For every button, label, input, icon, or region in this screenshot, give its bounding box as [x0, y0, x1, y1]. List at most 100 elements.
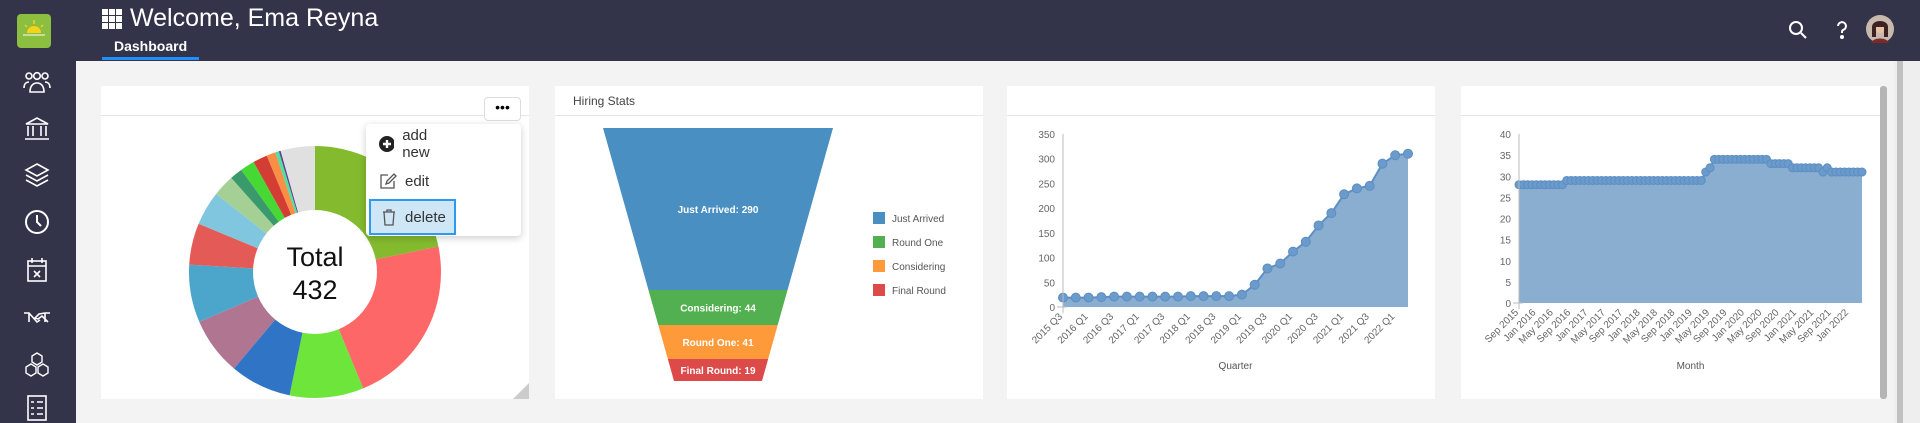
resize-handle[interactable]: [513, 383, 529, 399]
y-tick-label: 20: [1500, 215, 1512, 226]
legend-label: Considering: [892, 262, 945, 273]
quarterly-chart-card: 0 50 100 150 200 250 300 350 2015 Q3 2016 Q1 2016 …: [1007, 86, 1435, 399]
more-options-button[interactable]: •••: [484, 97, 521, 121]
legend-label: Final Round: [892, 286, 946, 297]
clock-icon[interactable]: [22, 207, 52, 237]
funnel-label: Round One: 41: [682, 338, 754, 349]
card-scrollbar[interactable]: [1880, 86, 1887, 399]
x-axis-title: Quarter: [1219, 361, 1254, 372]
data-point: [1134, 291, 1145, 302]
data-point: [1262, 263, 1273, 274]
tab-dashboard[interactable]: Dashboard: [102, 38, 200, 60]
search-icon[interactable]: [1786, 18, 1810, 42]
options-menu: add new edit delete: [366, 124, 521, 236]
top-header: Welcome, Ema Reyna Dashboard: [76, 0, 1920, 61]
y-tick-label: 10: [1500, 257, 1512, 268]
data-point: [1249, 279, 1260, 290]
y-tick-label: 300: [1038, 155, 1055, 166]
y-tick-label: 0: [1049, 303, 1055, 314]
y-tick-label: 0: [1505, 299, 1511, 310]
data-point: [1364, 180, 1375, 191]
donut-slice: [289, 272, 364, 398]
data-point: [1160, 291, 1171, 302]
data-point: [1185, 291, 1196, 302]
funnel-segment: [603, 128, 833, 290]
legend-swatch: [873, 212, 885, 224]
data-point: [1313, 220, 1324, 231]
data-point: [1083, 292, 1094, 303]
data-point: [1288, 246, 1298, 257]
calendar-x-icon[interactable]: [22, 255, 52, 285]
funnel-label: Final Round: 19: [681, 366, 756, 377]
layers-icon[interactable]: [22, 160, 52, 190]
data-point: [1198, 291, 1209, 302]
data-point: [1236, 289, 1247, 300]
data-point: [1857, 167, 1867, 177]
y-tick-label: 50: [1044, 278, 1056, 289]
card-header: [101, 86, 529, 116]
funnel-segment: [667, 359, 769, 381]
cubes-icon[interactable]: [22, 350, 52, 380]
handshake-icon[interactable]: [22, 303, 52, 333]
scrollbar-thumb[interactable]: [1897, 61, 1903, 423]
menu-item-label: add new: [402, 127, 430, 161]
welcome-text: Welcome, Ema Reyna: [130, 4, 379, 32]
data-point: [1173, 291, 1183, 302]
edit-icon: [380, 173, 397, 189]
checklist-icon[interactable]: [22, 393, 52, 423]
legend-swatch: [873, 236, 885, 248]
help-icon[interactable]: [1830, 18, 1854, 42]
funnel-segment: [648, 290, 788, 325]
area-line: [1063, 152, 1409, 299]
sidebar: [0, 0, 76, 423]
data-point: [1121, 291, 1132, 302]
data-point: [1224, 291, 1235, 302]
card-title: Hiring Stats: [555, 86, 983, 116]
legend-label: Just Arrived: [892, 214, 944, 225]
menu-item-edit[interactable]: edit: [369, 163, 456, 199]
y-tick-label: 30: [1500, 172, 1512, 183]
data-point: [1147, 291, 1158, 302]
data-point: [1705, 163, 1715, 173]
y-tick-label: 350: [1038, 130, 1055, 141]
data-point: [1096, 292, 1107, 303]
y-tick-label: 25: [1500, 193, 1512, 204]
legend-label: Round One: [892, 238, 944, 249]
apps-grid-icon[interactable]: [102, 8, 122, 29]
y-tick-label: 200: [1038, 204, 1055, 215]
funnel-label: Considering: 44: [680, 304, 756, 315]
y-tick-label: 40: [1500, 130, 1512, 141]
menu-item-delete[interactable]: delete: [369, 199, 456, 235]
data-point: [1070, 292, 1081, 303]
page-title: Welcome, Ema Reyna: [102, 4, 378, 33]
y-tick-label: 35: [1500, 151, 1512, 162]
plus-circle-icon: [379, 136, 395, 152]
data-point: [1390, 150, 1401, 161]
y-tick-label: 100: [1038, 254, 1055, 265]
data-point: [1326, 208, 1337, 219]
funnel-label: Just Arrived: 290: [678, 205, 759, 216]
bank-icon[interactable]: [22, 114, 52, 144]
hiring-stats-card: Hiring Stats Just Arrived: 290 Considerin…: [555, 86, 983, 399]
donut-center-label: Total: [286, 242, 343, 272]
data-point: [1300, 236, 1311, 247]
y-tick-label: 15: [1500, 236, 1512, 247]
menu-item-add-new[interactable]: add new: [369, 126, 456, 162]
card-header: [1461, 86, 1880, 116]
data-point: [1403, 148, 1413, 159]
legend-swatch: [873, 284, 885, 296]
page-scrollbar[interactable]: [1894, 61, 1920, 423]
menu-item-label: delete: [405, 208, 446, 226]
trash-icon: [383, 209, 395, 226]
menu-item-label: edit: [405, 172, 430, 190]
x-axis-title: Month: [1677, 361, 1705, 372]
y-tick-label: 250: [1038, 179, 1055, 190]
y-tick-label: 150: [1038, 229, 1055, 240]
data-point: [1211, 291, 1222, 302]
data-point: [1109, 291, 1120, 302]
avatar[interactable]: [1866, 15, 1894, 43]
logo[interactable]: [17, 14, 51, 48]
people-icon[interactable]: [22, 68, 52, 98]
